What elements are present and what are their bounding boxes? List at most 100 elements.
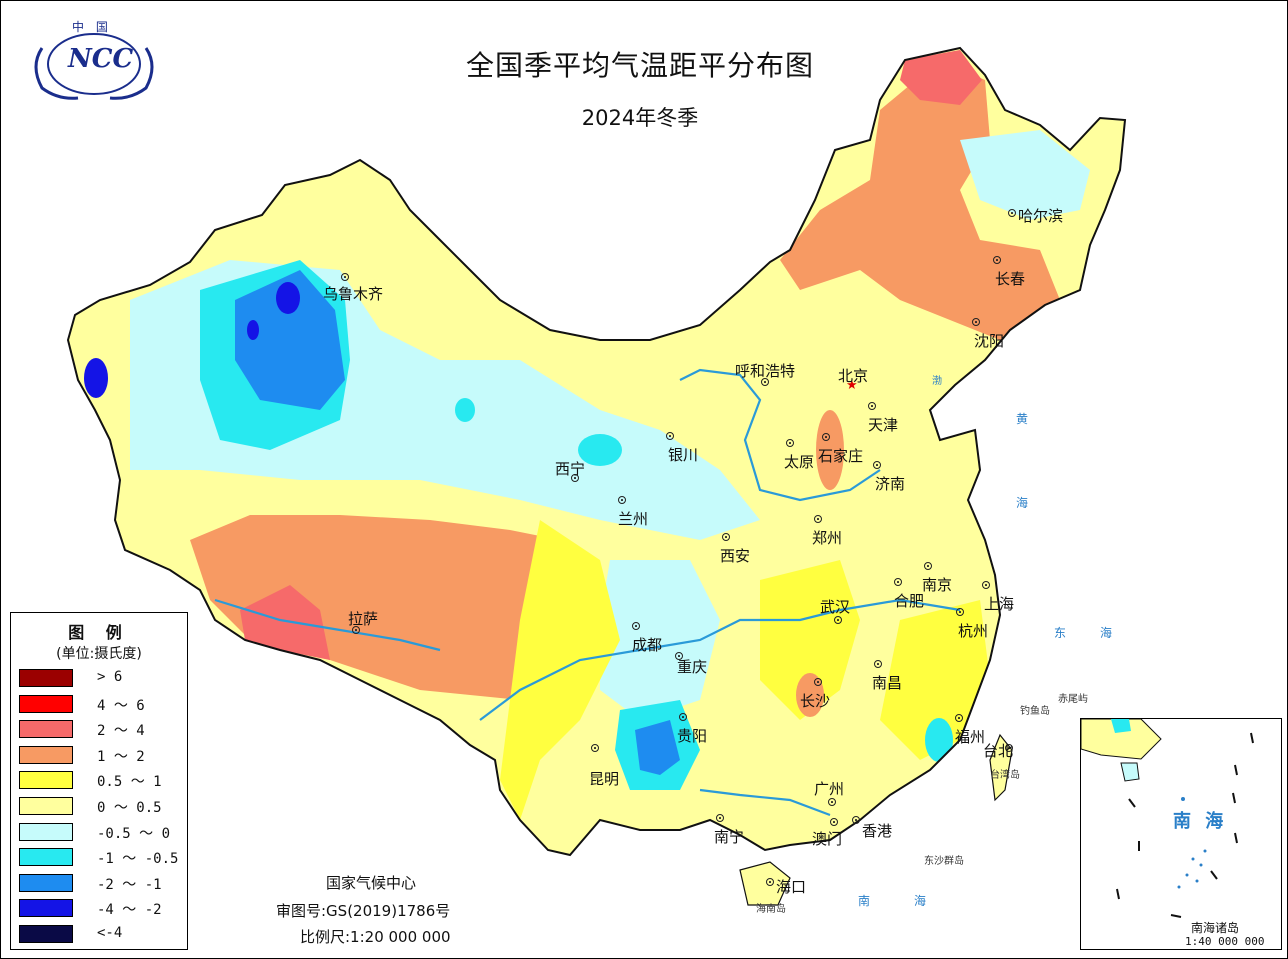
city-marker-icon: [786, 439, 794, 447]
city-label-lhasa: 拉萨: [348, 610, 379, 628]
legend-label: 4 ～ 6: [97, 697, 145, 714]
city-label-changchun: 长春: [995, 270, 1026, 288]
city-label-changsha: 长沙: [800, 692, 831, 710]
city-marker-icon: [716, 814, 724, 822]
sea-label-huanghai: 黄: [1016, 412, 1029, 426]
sea-label-nanhai: 海: [914, 894, 927, 908]
legend-label: 0.5 ～ 1: [97, 774, 162, 791]
legend-label: <-4: [97, 925, 123, 941]
city-marker-icon: [924, 562, 932, 570]
map-subtitle: 2024年冬季: [581, 106, 699, 130]
hainan-label: 海南岛: [756, 904, 786, 915]
legend-label: > 6: [97, 669, 123, 685]
ncc-emblem-icon: [34, 33, 154, 100]
legend-swatch: [19, 899, 73, 918]
inset-scale: 1:40 000 000: [1185, 935, 1265, 948]
city-label-yinchuan: 银川: [668, 446, 699, 464]
legend-swatch: [19, 669, 73, 687]
city-label-nanning: 南宁: [714, 828, 745, 846]
city-marker-icon: [814, 515, 822, 523]
city-marker-icon: [591, 744, 599, 752]
legend-item: 0 ～ 0.5: [19, 797, 187, 816]
capital-star-icon: ★: [846, 378, 858, 393]
city-marker-icon: [956, 608, 964, 616]
legend-swatch: [19, 925, 73, 943]
city-marker-icon: [972, 318, 980, 326]
sea-label-donghai: 海: [1100, 626, 1113, 640]
city-marker-icon: [852, 816, 860, 824]
city-marker-icon: [993, 256, 1001, 264]
legend-item: <-4: [19, 925, 187, 943]
city-label-guangzhou: 广州: [814, 780, 845, 798]
city-label-shanghai: 上海: [984, 595, 1015, 613]
city-label-chongqing: 重庆: [677, 658, 708, 676]
legend-item: 0.5 ～ 1: [19, 771, 187, 791]
legend-item: 4 ～ 6: [19, 694, 187, 714]
city-marker-icon: [618, 496, 626, 504]
city-label-urumqi: 乌鲁木齐: [323, 285, 384, 303]
legend-swatch: [19, 720, 73, 739]
city-label-xining: 西宁: [555, 460, 586, 478]
city-label-xian: 西安: [720, 547, 751, 565]
legend-label: -1 ～ -0.5: [97, 851, 179, 868]
city-marker-icon: [982, 581, 990, 589]
city-marker-icon: [1008, 209, 1016, 217]
legend-swatch: [19, 771, 73, 790]
city-label-guiyang: 贵阳: [677, 727, 708, 745]
city-label-zhengzhou: 郑州: [812, 529, 843, 547]
legend-label: -4 ～ -2: [97, 902, 162, 919]
city-label-jinan: 济南: [875, 475, 906, 493]
legend-label: 2 ～ 4: [97, 723, 145, 740]
legend-swatch: [19, 694, 73, 713]
sea-label-donghai: 东: [1054, 626, 1067, 640]
city-marker-icon: [834, 616, 842, 624]
legend-label: -2 ～ -1: [97, 876, 162, 893]
city-marker-icon: [761, 378, 769, 386]
legend-label: 0 ～ 0.5: [97, 800, 162, 816]
city-marker-icon: [632, 622, 640, 630]
city-marker-icon: [874, 660, 882, 668]
sea-label-huanghai: 海: [1016, 496, 1029, 510]
map-title: 全国季平均气温距平分布图: [465, 49, 814, 82]
legend-swatch: [19, 873, 73, 892]
city-label-harbin: 哈尔滨: [1018, 207, 1064, 225]
city-marker-icon: [571, 474, 579, 482]
city-marker-icon: [830, 818, 838, 826]
logo-abbr: NCC: [68, 44, 134, 74]
city-marker-icon: [873, 461, 881, 469]
city-marker-icon: [894, 578, 902, 586]
south-china-sea-inset: 南 海 南海诸岛 1:40 000 000: [1080, 718, 1282, 950]
city-label-hongkong: 香港: [862, 822, 893, 840]
footer-org: 国家气候中心: [326, 874, 417, 892]
legend-title: 图 例: [68, 623, 130, 642]
city-label-beijing: 北京: [838, 367, 869, 385]
diaoyu-label: 钓鱼岛: [1020, 706, 1050, 717]
chiwei-label: 赤尾屿: [1058, 694, 1088, 705]
city-label-nanjing: 南京: [922, 576, 953, 594]
city-marker-icon: [666, 432, 674, 440]
city-label-taipei: 台北: [983, 742, 1014, 760]
legend-item: -2 ～ -1: [19, 873, 187, 893]
legend-swatch: [19, 822, 73, 841]
inset-islands-label: 南海诸岛: [1191, 921, 1240, 935]
taiwan-label: 台湾岛: [990, 770, 1020, 781]
legend-item: 2 ～ 4: [19, 720, 187, 740]
city-label-haikou: 海口: [776, 878, 807, 896]
legend-item: -1 ～ -0.5: [19, 848, 187, 868]
city-label-hefei: 合肥: [894, 592, 925, 610]
city-label-hangzhou: 杭州: [958, 622, 989, 640]
city-marker-icon: [679, 713, 687, 721]
city-label-fuzhou: 福州: [955, 728, 986, 746]
legend-item: > 6: [19, 669, 187, 687]
legend-unit: (单位:摄氏度): [56, 646, 142, 662]
city-marker-icon: [352, 626, 360, 634]
sea-label-nanhai: 南: [858, 894, 871, 908]
dongsha-label: 东沙群岛: [924, 856, 964, 867]
city-label-shijiazhuang: 石家庄: [818, 447, 864, 465]
city-marker-icon: [828, 798, 836, 806]
city-label-macau: 澳门: [812, 830, 843, 848]
sea-label-bohai: 渤: [932, 376, 942, 387]
legend-swatch: [19, 848, 73, 867]
